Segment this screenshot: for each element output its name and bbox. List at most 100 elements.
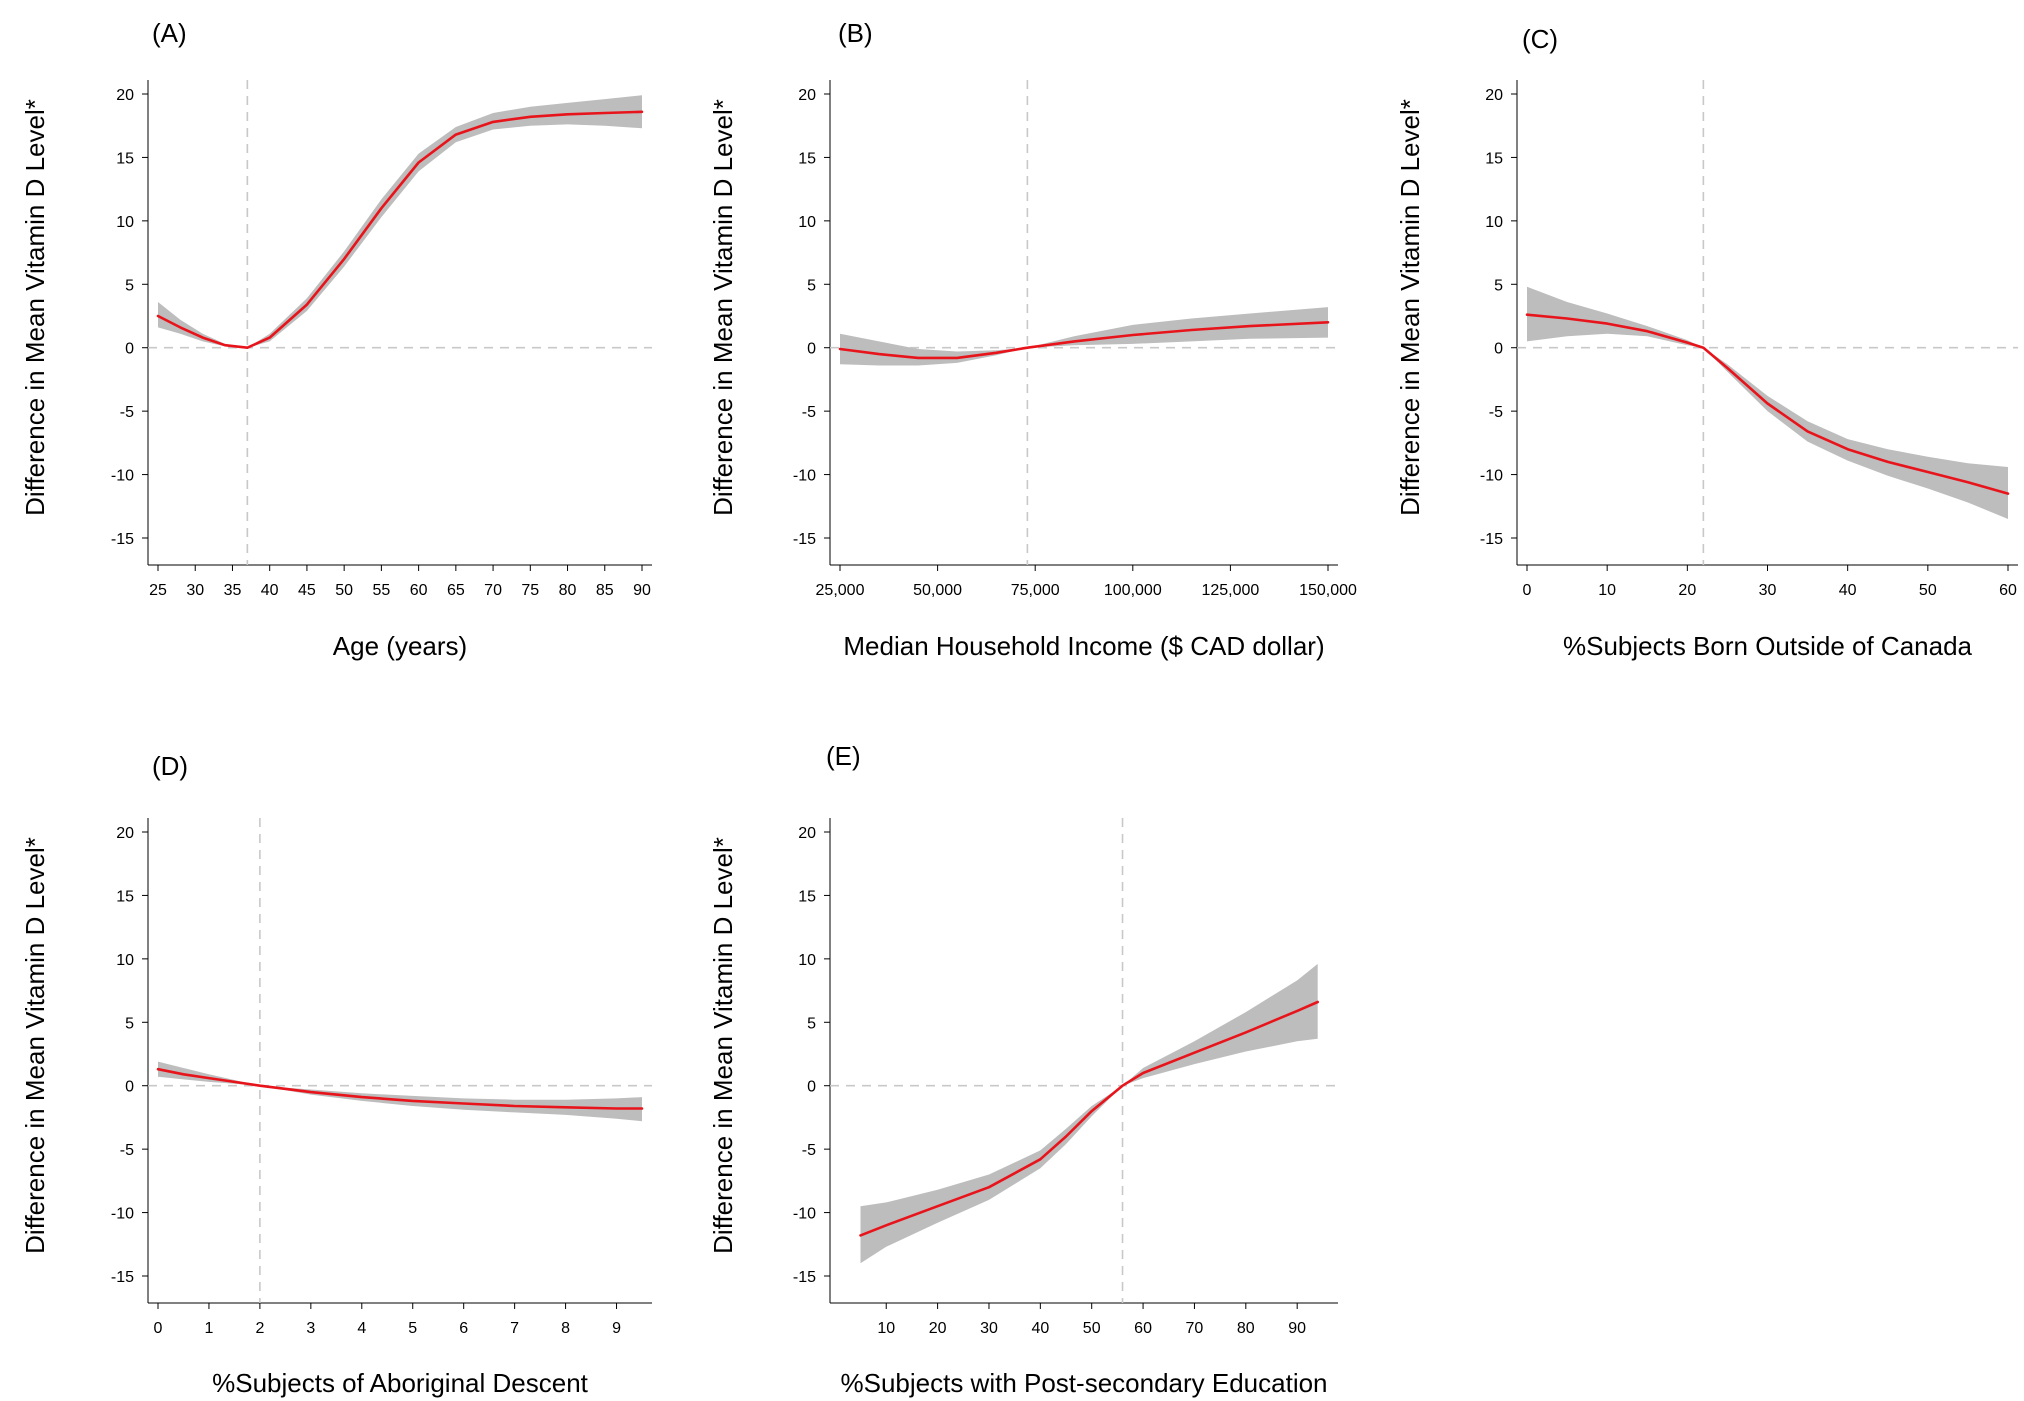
- y-tick-label: 0: [125, 341, 134, 358]
- x-tick-label: 65: [447, 582, 465, 599]
- x-tick-label: 25,000: [816, 582, 865, 599]
- fitted-line: [838, 320, 1330, 360]
- x-tick-label: 75,000: [1011, 582, 1060, 599]
- fitted-line: [156, 110, 644, 350]
- y-axis-title: Difference in Mean Vitamin D Level*: [1395, 99, 1425, 516]
- confidence-band: [840, 307, 1328, 366]
- y-tick-label: -15: [111, 1269, 134, 1286]
- y-tick-label: -5: [120, 404, 134, 421]
- y-tick-label: 20: [1485, 87, 1503, 104]
- y-tick-label: 20: [798, 825, 816, 842]
- x-tick-label: 50: [1083, 1320, 1101, 1337]
- y-tick-label: -10: [1480, 468, 1503, 485]
- panel-label: (C): [1522, 24, 1558, 54]
- x-tick-label: 85: [596, 582, 614, 599]
- y-tick-label: -10: [793, 1206, 816, 1223]
- x-tick-label: 50: [335, 582, 353, 599]
- y-tick-label: 5: [125, 1015, 134, 1032]
- y-tick-label: -10: [793, 468, 816, 485]
- x-tick-label: 60: [1134, 1320, 1152, 1337]
- chart-panel-1: (A) Difference in Mean Vitamin D Level* -1…: [20, 18, 652, 661]
- x-tick-label: 1: [204, 1320, 213, 1337]
- y-tick-label: 10: [798, 952, 816, 969]
- x-tick-label: 55: [372, 582, 390, 599]
- x-tick-label: 30: [980, 1320, 998, 1337]
- x-tick-label: 70: [484, 582, 502, 599]
- y-tick-label: 20: [116, 825, 134, 842]
- y-tick-label: 0: [125, 1079, 134, 1096]
- x-tick-label: 80: [1237, 1320, 1255, 1337]
- x-tick-label: 8: [561, 1320, 570, 1337]
- x-tick-label: 10: [877, 1320, 895, 1337]
- x-tick-label: 60: [1999, 582, 2017, 599]
- x-axis-title: %Subjects Born Outside of Canada: [1563, 631, 1973, 661]
- x-tick-label: 80: [559, 582, 577, 599]
- chart-panel-3: (C) Difference in Mean Vitamin D Level* -1…: [1395, 24, 2018, 661]
- chart-panel-5: (E) Difference in Mean Vitamin D Level* -1…: [708, 741, 1338, 1398]
- y-tick-label: -15: [793, 1269, 816, 1286]
- x-tick-label: 30: [1759, 582, 1777, 599]
- y-tick-label: 10: [116, 952, 134, 969]
- x-tick-label: 50,000: [913, 582, 962, 599]
- y-tick-label: 0: [1494, 341, 1503, 358]
- y-tick-label: -5: [1489, 404, 1503, 421]
- fitted-line: [1525, 313, 2010, 495]
- y-tick-label: -10: [111, 1206, 134, 1223]
- x-tick-label: 6: [459, 1320, 468, 1337]
- y-axis-title: Difference in Mean Vitamin D Level*: [708, 837, 738, 1254]
- x-tick-label: 40: [261, 582, 279, 599]
- x-tick-label: 90: [1288, 1320, 1306, 1337]
- x-tick-label: 60: [410, 582, 428, 599]
- x-tick-label: 40: [1031, 1320, 1049, 1337]
- y-axis-title: Difference in Mean Vitamin D Level*: [708, 99, 738, 516]
- y-tick-label: -10: [111, 468, 134, 485]
- y-tick-label: -5: [802, 404, 816, 421]
- x-tick-label: 2: [255, 1320, 264, 1337]
- x-axis-title: Age (years): [333, 631, 467, 661]
- y-tick-label: 10: [798, 214, 816, 231]
- confidence-band: [158, 95, 642, 348]
- x-axis-title: %Subjects of Aboriginal Descent: [212, 1368, 589, 1398]
- y-tick-label: 15: [116, 888, 134, 905]
- panel-label: (E): [826, 741, 861, 771]
- y-tick-label: 0: [807, 1079, 816, 1096]
- x-tick-label: 0: [154, 1320, 163, 1337]
- y-tick-label: 5: [807, 1015, 816, 1032]
- y-tick-label: -15: [1480, 531, 1503, 548]
- y-tick-label: -5: [802, 1142, 816, 1159]
- x-axis-title: Median Household Income ($ CAD dollar): [843, 631, 1324, 661]
- chart-panel-4: (D) Difference in Mean Vitamin D Level* -1…: [20, 751, 652, 1398]
- y-tick-label: 15: [798, 888, 816, 905]
- x-tick-label: 3: [306, 1320, 315, 1337]
- y-tick-label: 10: [116, 214, 134, 231]
- y-tick-label: 10: [1485, 214, 1503, 231]
- x-tick-label: 125,000: [1201, 582, 1259, 599]
- fitted-line: [859, 1000, 1319, 1237]
- y-tick-label: 5: [1494, 277, 1503, 294]
- chart-panel-2: (B) Difference in Mean Vitamin D Level* -1…: [708, 18, 1357, 661]
- y-tick-label: -15: [111, 531, 134, 548]
- x-tick-label: 45: [298, 582, 316, 599]
- x-tick-label: 75: [521, 582, 539, 599]
- panel-label: (D): [152, 751, 188, 781]
- x-tick-label: 20: [929, 1320, 947, 1337]
- y-tick-label: 0: [807, 341, 816, 358]
- y-tick-label: -5: [120, 1142, 134, 1159]
- x-tick-label: 0: [1523, 582, 1532, 599]
- y-axis-title: Difference in Mean Vitamin D Level*: [20, 837, 50, 1254]
- y-tick-label: 15: [116, 150, 134, 167]
- y-axis-title: Difference in Mean Vitamin D Level*: [20, 99, 50, 516]
- panel-label: (A): [152, 18, 187, 48]
- x-tick-label: 9: [612, 1320, 621, 1337]
- x-axis-title: %Subjects with Post-secondary Education: [840, 1368, 1327, 1398]
- panel-label: (B): [838, 18, 873, 48]
- y-tick-label: 20: [798, 87, 816, 104]
- y-tick-label: 5: [807, 277, 816, 294]
- y-tick-label: -15: [793, 531, 816, 548]
- confidence-band: [158, 1061, 642, 1122]
- y-tick-label: 20: [116, 87, 134, 104]
- x-tick-label: 150,000: [1299, 582, 1357, 599]
- fitted-line: [156, 1067, 644, 1110]
- x-tick-label: 7: [510, 1320, 519, 1337]
